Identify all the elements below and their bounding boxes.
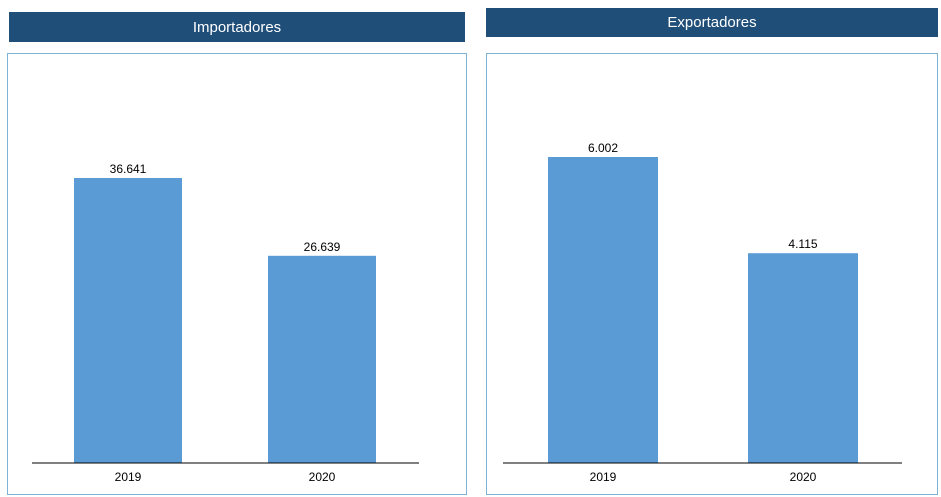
importadores-title: Importadores [192, 18, 282, 36]
importadores-data-label-2019: 36.641 [110, 162, 147, 176]
exportadores-chart: 6.002 2019 4.115 2020 [503, 141, 902, 484]
importadores-bar-2019 [74, 178, 182, 463]
importadores-header: Importadores [9, 12, 465, 42]
exportadores-header: Exportadores [486, 8, 938, 37]
importadores-data-label-2020: 26.639 [304, 240, 341, 254]
importadores-chart: 36.641 2019 26.639 2020 [32, 162, 419, 484]
exportadores-tick-label-2020: 2020 [790, 470, 817, 484]
exportadores-bar-2020 [748, 253, 858, 463]
exportadores-chart-panel: 6.002 2019 4.115 2020 [486, 53, 938, 495]
importadores-tick-label-2019: 2019 [115, 470, 142, 484]
importadores-tick-label-2020: 2020 [309, 470, 336, 484]
exportadores-data-label-2019: 6.002 [588, 141, 618, 155]
importadores-chart-panel: 36.641 2019 26.639 2020 [7, 53, 467, 495]
exportadores-data-label-2020: 4.115 [788, 237, 817, 251]
importadores-bar-2020 [268, 255, 376, 463]
exportadores-title: Exportadores [667, 14, 757, 31]
exportadores-bar-2019 [548, 157, 658, 463]
exportadores-tick-label-2019: 2019 [590, 470, 617, 484]
